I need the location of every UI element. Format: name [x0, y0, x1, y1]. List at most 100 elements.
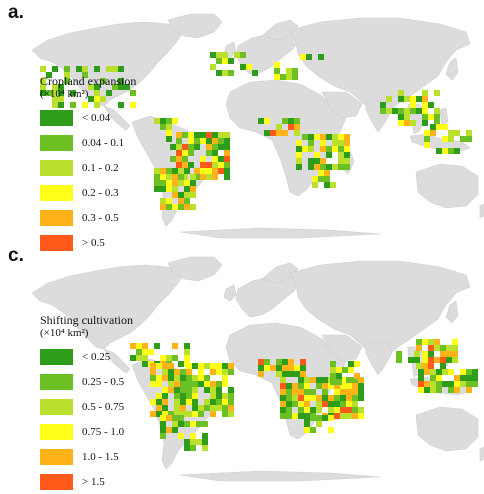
legend-item: > 1.5	[40, 469, 133, 494]
grid-cell	[270, 365, 276, 371]
grid-cell	[274, 68, 280, 74]
grid-cell	[294, 118, 300, 124]
legend-label: 1.0 - 1.5	[82, 450, 119, 463]
grid-cell	[340, 401, 346, 407]
grid-cell	[190, 439, 196, 445]
grid-cell	[352, 383, 358, 389]
grid-cell	[308, 158, 314, 164]
grid-cell	[166, 130, 172, 136]
grid-cell	[178, 180, 184, 186]
grid-cell	[222, 411, 228, 417]
grid-cell	[416, 345, 422, 351]
grid-cell	[358, 389, 364, 395]
grid-cell	[298, 407, 304, 413]
grid-cell	[228, 399, 234, 405]
grid-cell	[178, 204, 184, 210]
grid-cell	[136, 349, 142, 355]
grid-cell	[454, 387, 460, 393]
grid-cell	[460, 369, 466, 375]
grid-cell	[422, 102, 428, 108]
grid-cell	[130, 90, 136, 96]
grid-cell	[222, 363, 228, 369]
grid-cell	[340, 389, 346, 395]
grid-cell	[312, 182, 318, 188]
grid-cell	[160, 174, 166, 180]
grid-cell	[320, 158, 326, 164]
grid-cell	[452, 351, 458, 357]
data-cells	[130, 339, 478, 451]
legend-item: 0.3 - 0.5	[40, 205, 136, 230]
grid-cell	[340, 395, 346, 401]
grid-cell	[346, 377, 352, 383]
grid-cell	[156, 363, 162, 369]
grid-cell	[442, 369, 448, 375]
grid-cell	[322, 389, 328, 395]
grid-cell	[440, 345, 446, 351]
grid-cell	[308, 134, 314, 140]
grid-cell	[340, 413, 346, 419]
grid-cell	[184, 445, 190, 451]
grid-cell	[310, 415, 316, 421]
grid-cell	[172, 180, 178, 186]
grid-cell	[280, 407, 286, 413]
grid-cell	[186, 369, 192, 375]
legend-label: 0.25 - 0.5	[82, 375, 125, 388]
grid-cell	[176, 162, 182, 168]
grid-cell	[302, 134, 308, 140]
legend-swatch	[40, 184, 73, 201]
grid-cell	[100, 96, 106, 102]
grid-cell	[320, 140, 326, 146]
grid-cell	[194, 174, 200, 180]
grid-cell	[216, 405, 222, 411]
grid-cell	[414, 357, 420, 363]
grid-cell	[448, 381, 454, 387]
grid-cell	[304, 383, 310, 389]
grid-cell	[288, 371, 294, 377]
grid-cell	[440, 357, 446, 363]
grid-cell	[212, 150, 218, 156]
grid-cell	[328, 395, 334, 401]
grid-cell	[192, 399, 198, 405]
grid-cell	[176, 132, 182, 138]
grid-cell	[174, 369, 180, 375]
grid-cell	[430, 381, 436, 387]
grid-cell	[222, 381, 228, 387]
grid-cell	[280, 389, 286, 395]
grid-cell	[100, 78, 106, 84]
grid-cell	[298, 383, 304, 389]
landmass	[415, 163, 479, 209]
grid-cell	[130, 102, 136, 108]
grid-cell	[328, 427, 334, 433]
grid-cell	[178, 433, 184, 439]
grid-cell	[172, 421, 178, 427]
grid-cell	[422, 351, 428, 357]
grid-cell	[168, 363, 174, 369]
legend-swatch	[40, 109, 73, 126]
grid-cell	[58, 96, 64, 102]
grid-cell	[172, 192, 178, 198]
grid-cell	[166, 204, 172, 210]
grid-cell	[52, 96, 58, 102]
grid-cell	[222, 58, 228, 64]
grid-cell	[460, 381, 466, 387]
legend-item: < 0.25	[40, 344, 133, 369]
grid-cell	[286, 395, 292, 401]
grid-cell	[196, 421, 202, 427]
grid-cell	[172, 343, 178, 349]
grid-cell	[216, 381, 222, 387]
grid-cell	[182, 174, 188, 180]
grid-cell	[156, 393, 162, 399]
grid-cell	[184, 192, 190, 198]
grid-cell	[168, 375, 174, 381]
grid-cell	[216, 70, 222, 76]
grid-cell	[160, 180, 166, 186]
world-map	[31, 13, 484, 239]
grid-cell	[466, 381, 472, 387]
legend-swatch	[40, 473, 73, 490]
grid-cell	[424, 130, 430, 136]
grid-cell	[160, 427, 166, 433]
grid-cell	[58, 84, 64, 90]
grid-cell	[166, 124, 172, 130]
grid-cell	[282, 359, 288, 365]
grid-cell	[212, 144, 218, 150]
